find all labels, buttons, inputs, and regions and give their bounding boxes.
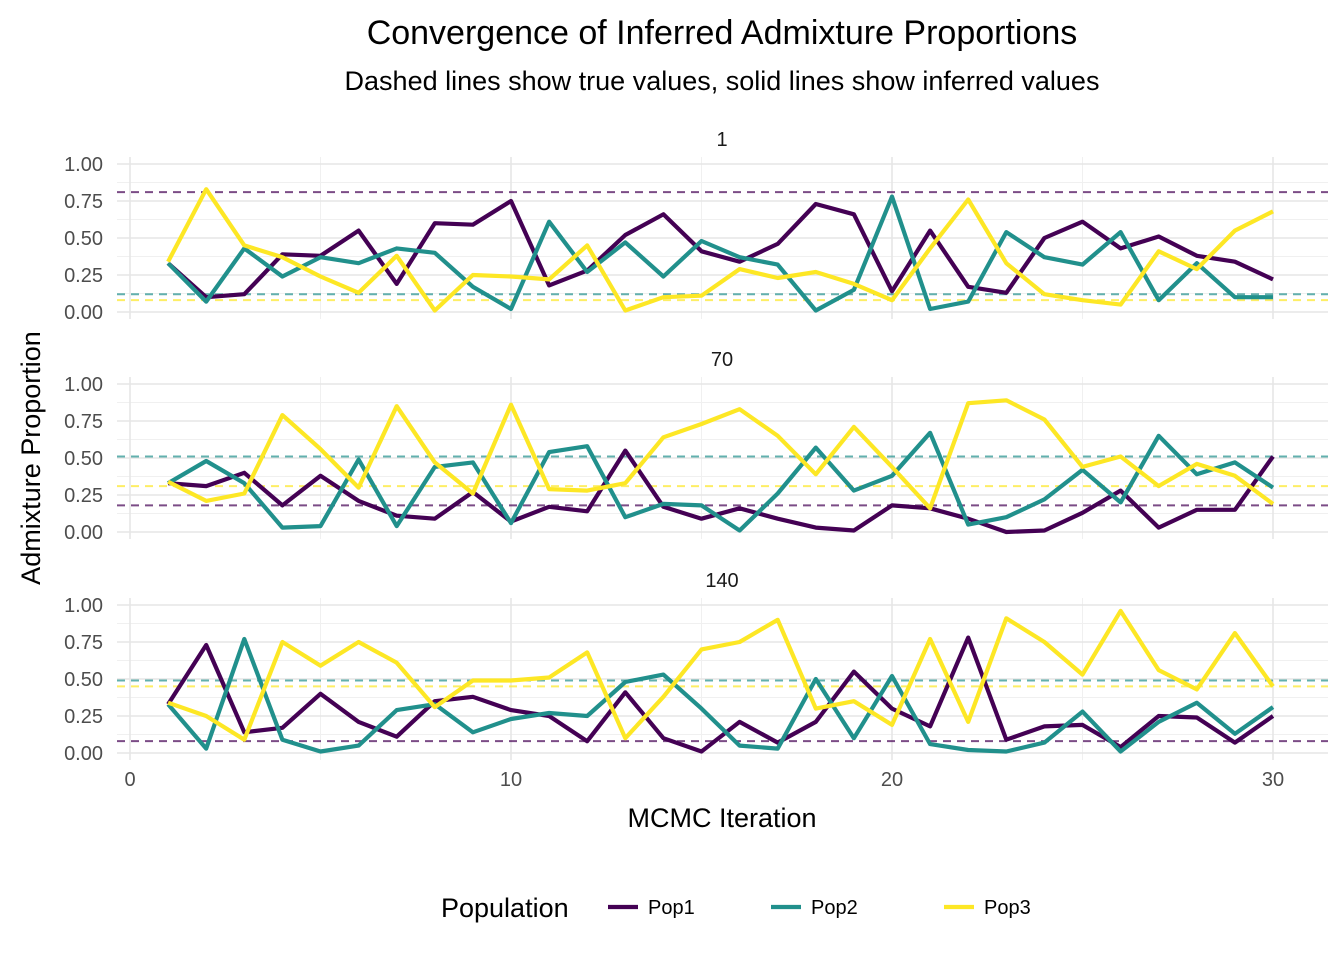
- y-tick-label: 0.75: [64, 632, 103, 654]
- x-tick-label: 30: [1262, 769, 1284, 791]
- series-line-pop3: [167, 608, 1275, 742]
- legend-title: Population: [441, 893, 569, 923]
- facet-strip-label: 1: [716, 129, 727, 151]
- y-tick-label: 0.00: [64, 302, 103, 324]
- series-line-pop2: [166, 194, 1273, 313]
- legend-item-pop2: Pop2: [771, 897, 858, 919]
- x-tick-label: 10: [500, 769, 522, 791]
- y-tick-label: 0.00: [64, 522, 103, 544]
- series-line-pop1: [167, 448, 1275, 535]
- facet-strip-label: 70: [711, 349, 733, 371]
- y-tick-label: 1.00: [64, 595, 103, 617]
- series-line-pop2: [166, 636, 1275, 754]
- y-tick-label: 0.75: [64, 411, 103, 433]
- y-tick-label: 0.25: [64, 265, 103, 287]
- chart-subtitle: Dashed lines show true values, solid lin…: [345, 66, 1100, 96]
- series-line-pop2: [167, 430, 1275, 533]
- y-axis-title: Admixture Proportion: [16, 331, 46, 585]
- chart-title: Convergence of Inferred Admixture Propor…: [367, 14, 1078, 52]
- y-tick-label: 1.00: [64, 374, 103, 396]
- y-tick-label: 0.00: [64, 743, 103, 765]
- series-line-pop3: [167, 398, 1275, 511]
- legend-item-pop3: Pop3: [944, 897, 1031, 919]
- facet-strip-label: 140: [705, 570, 738, 592]
- y-tick-label: 0.25: [64, 485, 103, 507]
- y-tick-label: 1.00: [64, 154, 103, 176]
- y-tick-label: 0.50: [64, 669, 103, 691]
- facet-panel-140: 140 0.00 0.25 0.50 0.75 1.00: [64, 570, 1328, 765]
- facet-panel-1: 1 0.00 0.25 0.50 0.75 1.00: [64, 129, 1328, 324]
- panels-layer: 10.000.250.500.751.00700.000.250.500.751…: [64, 129, 1328, 791]
- x-tick-label: 0: [124, 769, 135, 791]
- legend: Population Pop1 Pop2 Pop3: [441, 893, 1031, 923]
- y-tick-label: 0.25: [64, 706, 103, 728]
- y-tick-label: 0.50: [64, 228, 103, 250]
- legend-label: Pop1: [648, 897, 695, 919]
- series-line-pop1: [166, 198, 1274, 300]
- legend-item-pop1: Pop1: [608, 897, 695, 919]
- x-tick-label: 20: [881, 769, 903, 791]
- y-tick-label: 0.75: [64, 191, 103, 213]
- series-line-pop1: [166, 635, 1275, 754]
- facet-panel-70: 70 0.00 0.25 0.50 0.75 1.00: [64, 349, 1328, 544]
- y-tick-label: 0.50: [64, 448, 103, 470]
- legend-label: Pop3: [984, 897, 1031, 919]
- series-line-pop3: [166, 187, 1274, 313]
- x-axis-title: MCMC Iteration: [627, 803, 816, 833]
- legend-label: Pop2: [811, 897, 858, 919]
